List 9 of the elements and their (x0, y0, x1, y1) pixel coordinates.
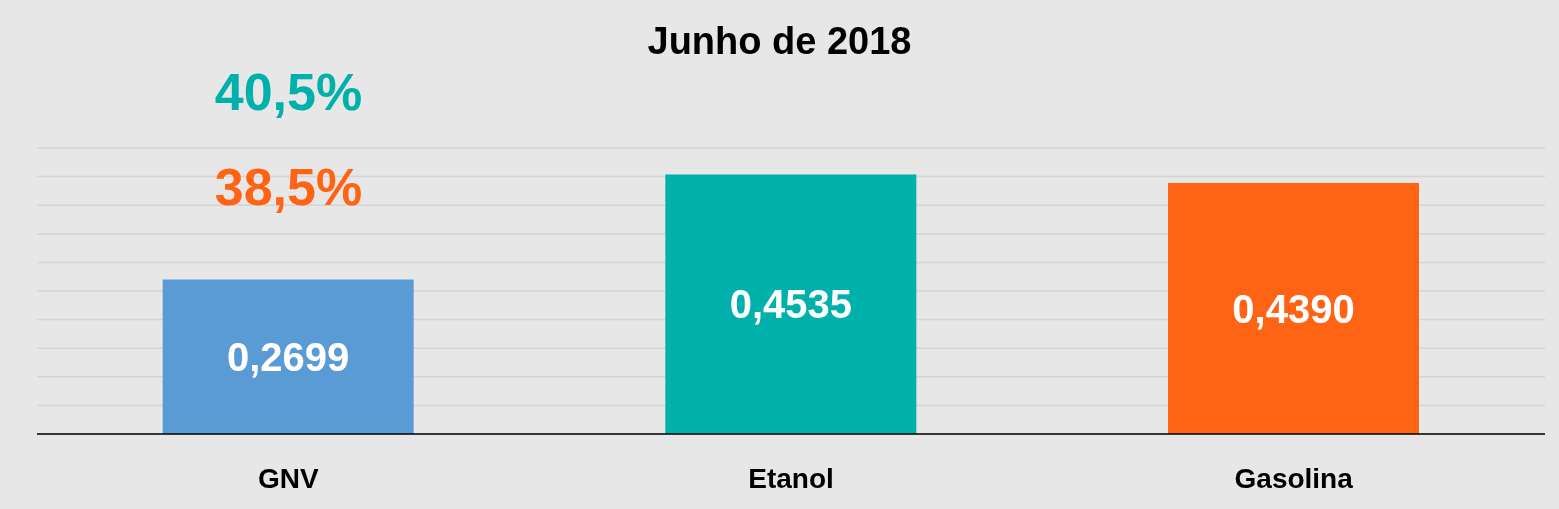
x-tick-label: GNV (257, 462, 319, 494)
text: 40,5% (213, 62, 364, 122)
data-label: 0,2699 (226, 335, 350, 380)
x-tick-label: Gasolina (1234, 462, 1354, 494)
data-label: 0,4390 (1232, 286, 1355, 331)
data-label: 0,4535 (729, 282, 853, 327)
chart-title: Junho de 2018 (646, 20, 913, 63)
annotation: 38,5% (213, 157, 364, 217)
x-tick-label: Etanol (748, 462, 834, 494)
